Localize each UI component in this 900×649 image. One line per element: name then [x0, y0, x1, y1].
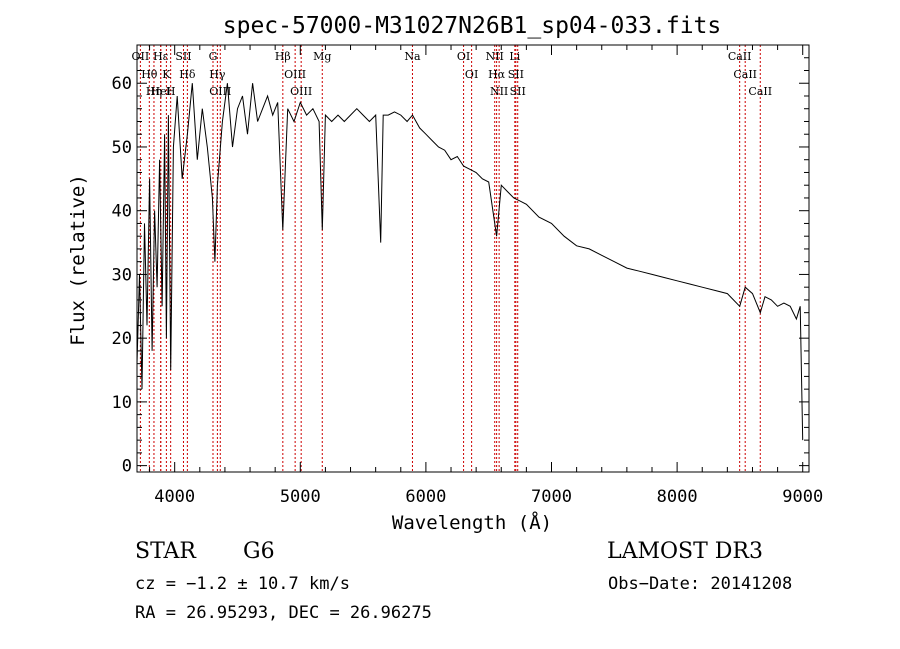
- line-label-12: Hβ: [275, 50, 291, 63]
- line-label-4: HeI: [151, 85, 171, 98]
- spectral-line-markers: [139, 45, 761, 472]
- y-tick-label-5: 50: [112, 138, 132, 158]
- y-tick-label-4: 40: [112, 202, 132, 222]
- line-label-26: CaII: [728, 50, 752, 63]
- y-tick-label-2: 20: [112, 329, 132, 349]
- x-tick-label-5: 9000: [782, 487, 823, 507]
- line-label-18: OI: [465, 68, 478, 81]
- line-label-5: K: [162, 68, 171, 81]
- x-axis-ticks: 4000 5000 6000 7000 8000 9000: [149, 45, 823, 507]
- line-label-2: Hη: [146, 85, 162, 98]
- line-label-15: Mg: [313, 50, 331, 63]
- line-label-19: Hα: [488, 68, 506, 81]
- line-label-16: Na: [404, 50, 421, 63]
- coordinates: RA = 26.95293, DEC = 26.96275: [135, 603, 432, 623]
- x-tick-label-0: 4000: [154, 487, 195, 507]
- x-axis-label: Wavelength (Å): [392, 511, 552, 534]
- y-tick-label-1: 10: [112, 393, 132, 413]
- line-label-10: Hγ: [209, 68, 226, 81]
- line-label-25: CaII: [733, 68, 757, 81]
- class-label: STAR: [135, 539, 196, 564]
- line-label-14: OIII: [284, 68, 306, 81]
- chart-title: spec-57000-M31027N26B1_sp04-033.fits: [223, 13, 722, 39]
- line-label-0: Hθ: [141, 68, 158, 81]
- subclass-label: G6: [243, 539, 275, 564]
- line-label-7: H: [166, 85, 176, 98]
- line-label-3: Hε: [153, 50, 169, 63]
- y-tick-label-0: 0: [122, 457, 132, 477]
- line-label-23: Li: [509, 50, 520, 63]
- y-axis-ticks: 0 10 20 30 40 50 60: [112, 57, 809, 477]
- line-label-24: SII: [510, 85, 526, 98]
- x-tick-label-4: 8000: [657, 487, 698, 507]
- survey-label: LAMOST DR3: [607, 539, 763, 564]
- line-label-1: OII: [132, 50, 150, 63]
- y-tick-label-3: 30: [112, 265, 132, 285]
- line-label-27: CaII: [748, 85, 772, 98]
- y-tick-label-6: 60: [112, 74, 132, 94]
- y-axis-label: Flux (relative): [67, 174, 89, 346]
- x-tick-label-2: 6000: [405, 487, 446, 507]
- line-label-6: SII: [175, 50, 191, 63]
- x-tick-label-3: 7000: [531, 487, 572, 507]
- line-label-13: OIII: [290, 85, 312, 98]
- redshift-velocity: cz = −1.2 ± 10.7 km/s: [135, 574, 350, 594]
- line-label-20: NII: [486, 50, 504, 63]
- line-label-11: G: [209, 50, 218, 63]
- line-label-17: OI: [457, 50, 470, 63]
- line-label-22: SII: [508, 68, 524, 81]
- plot-frame: [136, 44, 810, 473]
- spectrum-series-line: [136, 83, 804, 441]
- observation-date: Obs−Date: 20141208: [608, 574, 793, 594]
- x-tick-label-1: 5000: [280, 487, 321, 507]
- line-label-21: NII: [490, 85, 508, 98]
- line-label-8: Hδ: [179, 68, 196, 81]
